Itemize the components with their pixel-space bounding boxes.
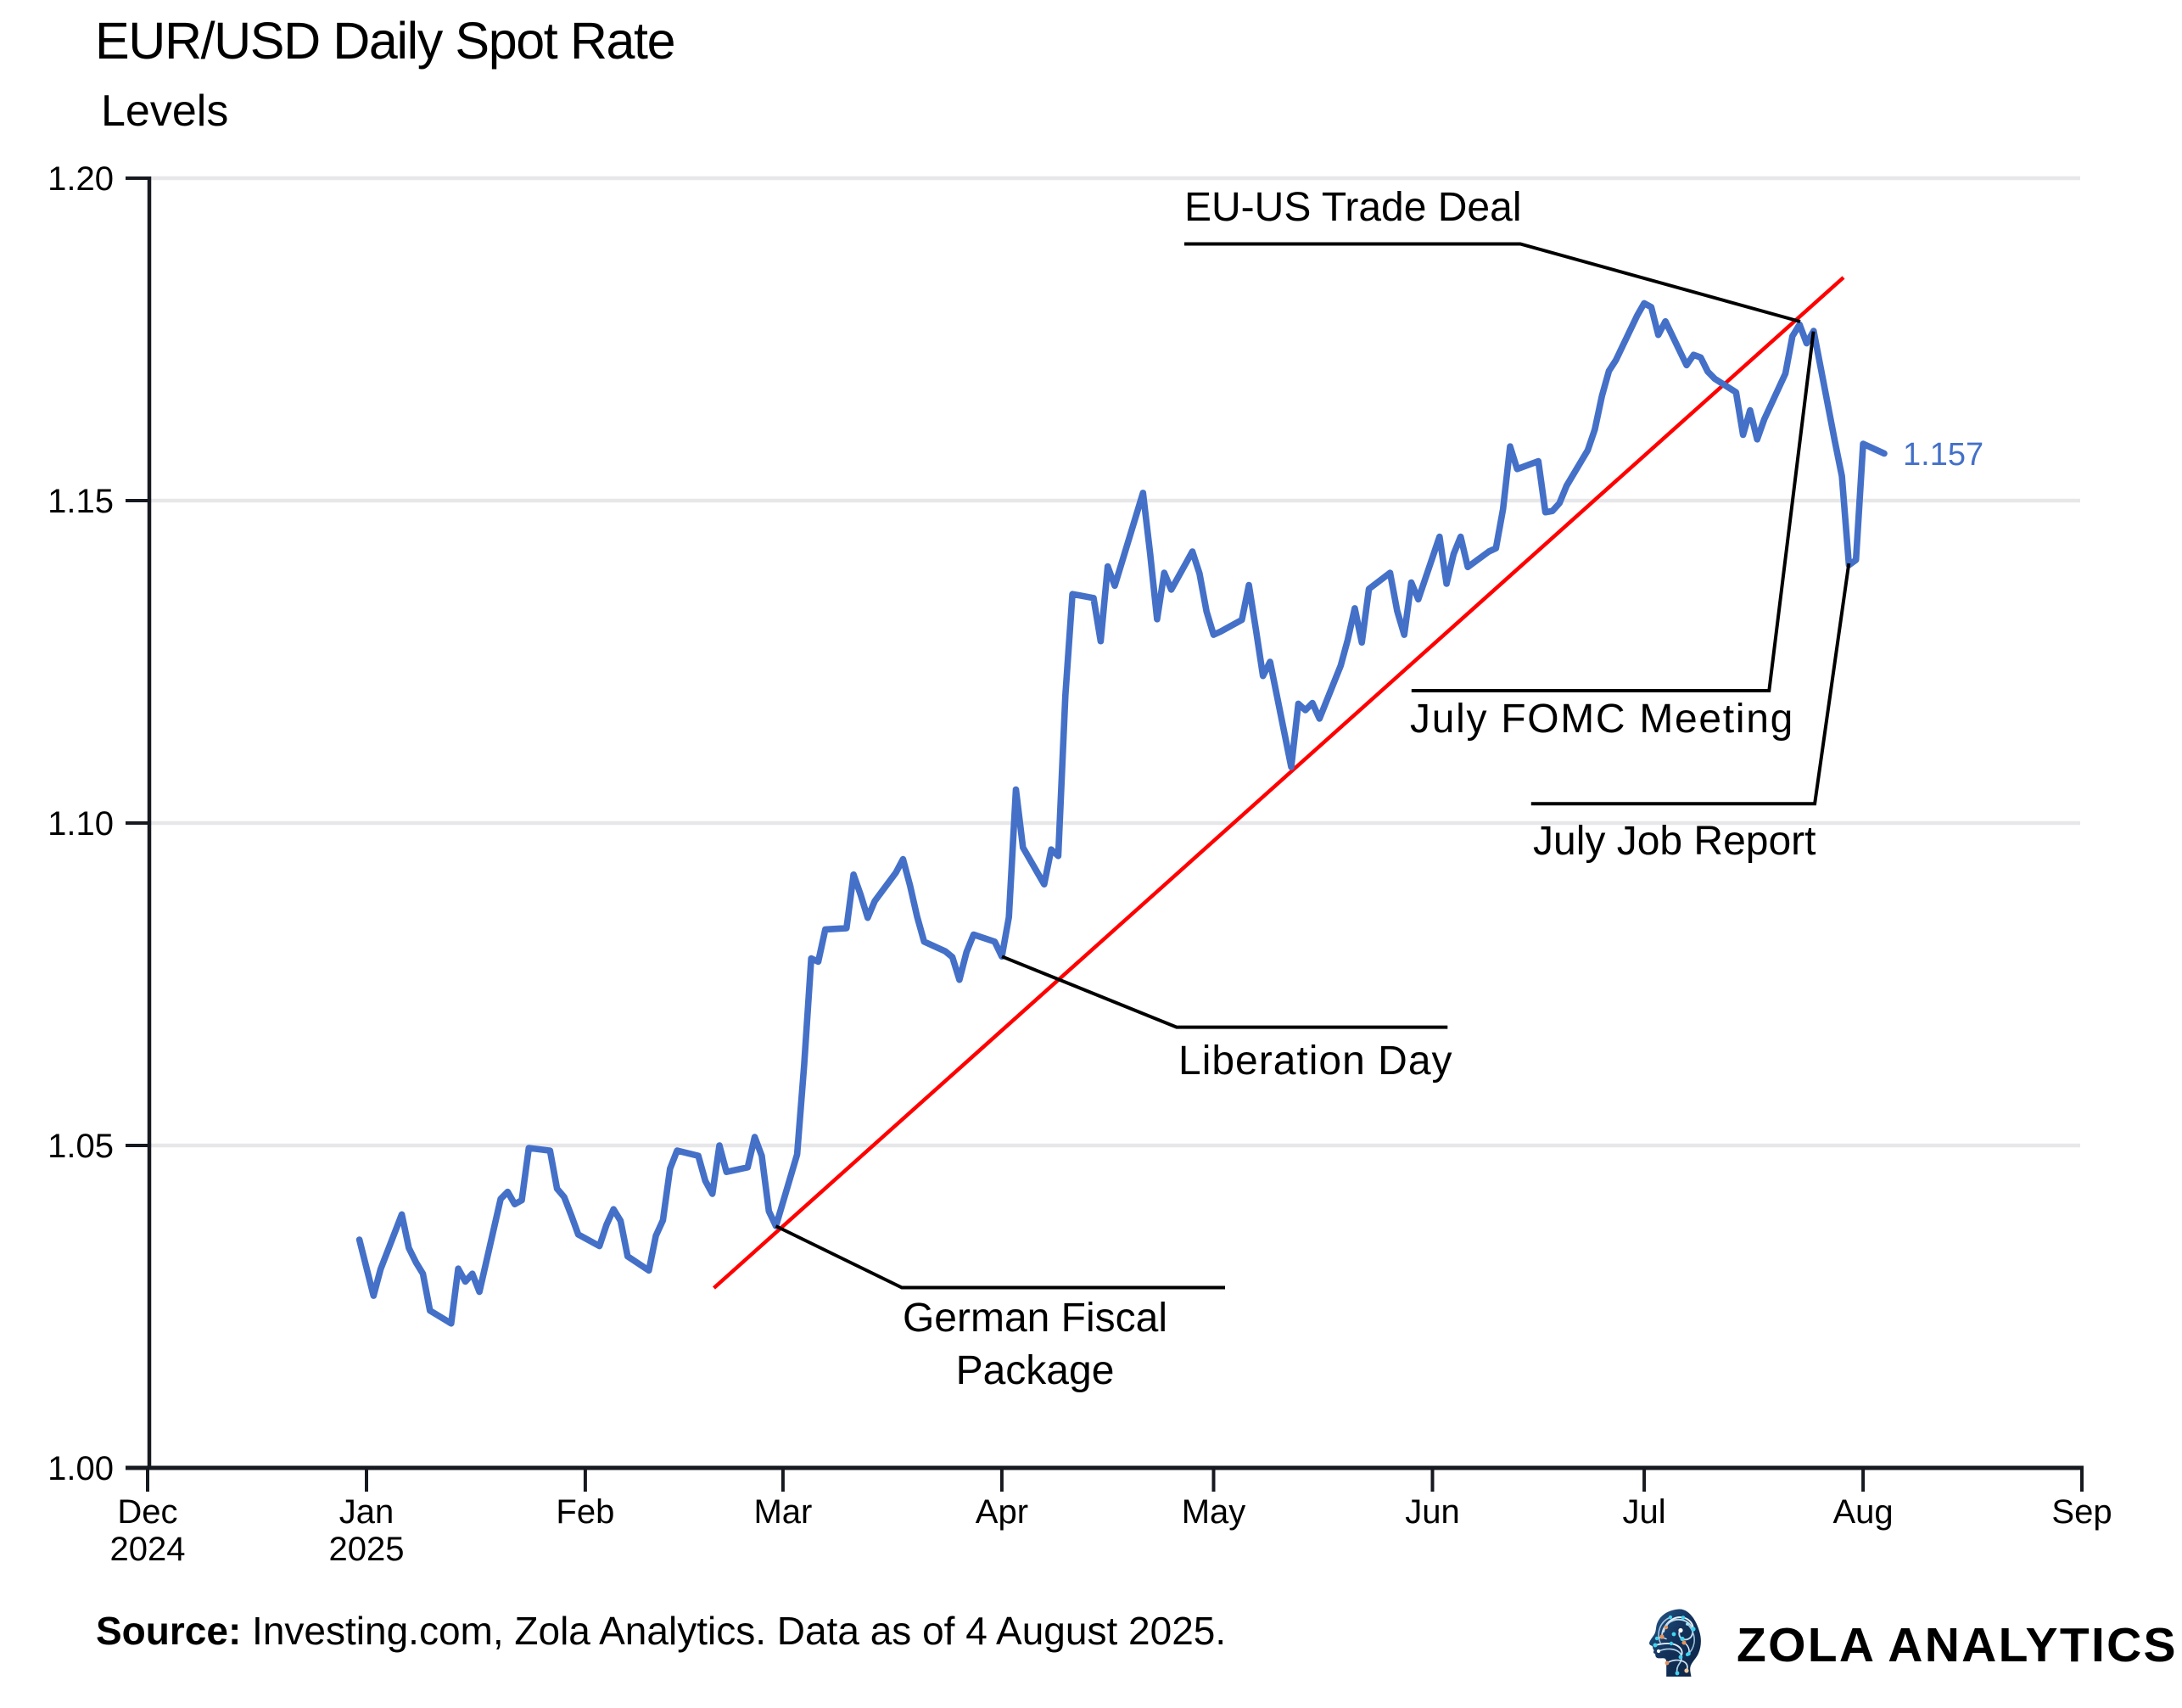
svg-text:1.05: 1.05	[48, 1128, 114, 1165]
svg-text:1.20: 1.20	[48, 160, 114, 198]
svg-text:2025: 2025	[329, 1531, 405, 1568]
svg-text:Feb: Feb	[556, 1493, 614, 1531]
svg-text:Source: Investing.com, Zola An: Source: Investing.com, Zola Analytics. D…	[96, 1609, 1226, 1653]
svg-text:Aug: Aug	[1833, 1493, 1894, 1531]
svg-text:Jul: Jul	[1623, 1493, 1666, 1531]
svg-text:Dec: Dec	[117, 1493, 177, 1531]
svg-text:Package: Package	[956, 1348, 1115, 1393]
svg-text:Levels: Levels	[101, 87, 228, 136]
svg-text:May: May	[1182, 1493, 1246, 1531]
svg-text:ZOLA ANALYTICS: ZOLA ANALYTICS	[1737, 1618, 2178, 1672]
svg-text:Sep: Sep	[2051, 1493, 2112, 1531]
svg-text:July FOMC Meeting: July FOMC Meeting	[1410, 697, 1794, 742]
svg-text:2024: 2024	[110, 1531, 186, 1568]
svg-text:1.15: 1.15	[48, 483, 114, 520]
svg-text:1.10: 1.10	[48, 805, 114, 843]
svg-text:Jan: Jan	[339, 1493, 394, 1531]
svg-text:German Fiscal: German Fiscal	[903, 1296, 1167, 1341]
svg-text:Mar: Mar	[753, 1493, 812, 1531]
svg-text:1.00: 1.00	[48, 1450, 114, 1487]
svg-text:1.157: 1.157	[1903, 437, 1983, 473]
svg-text:EU-US Trade Deal: EU-US Trade Deal	[1184, 185, 1521, 230]
svg-text:Liberation Day: Liberation Day	[1178, 1039, 1453, 1084]
svg-text:July Job Report: July Job Report	[1533, 819, 1816, 864]
svg-text:EUR/USD Daily Spot Rate: EUR/USD Daily Spot Rate	[95, 12, 674, 70]
svg-text:Apr: Apr	[976, 1493, 1028, 1531]
svg-text:Jun: Jun	[1405, 1493, 1460, 1531]
